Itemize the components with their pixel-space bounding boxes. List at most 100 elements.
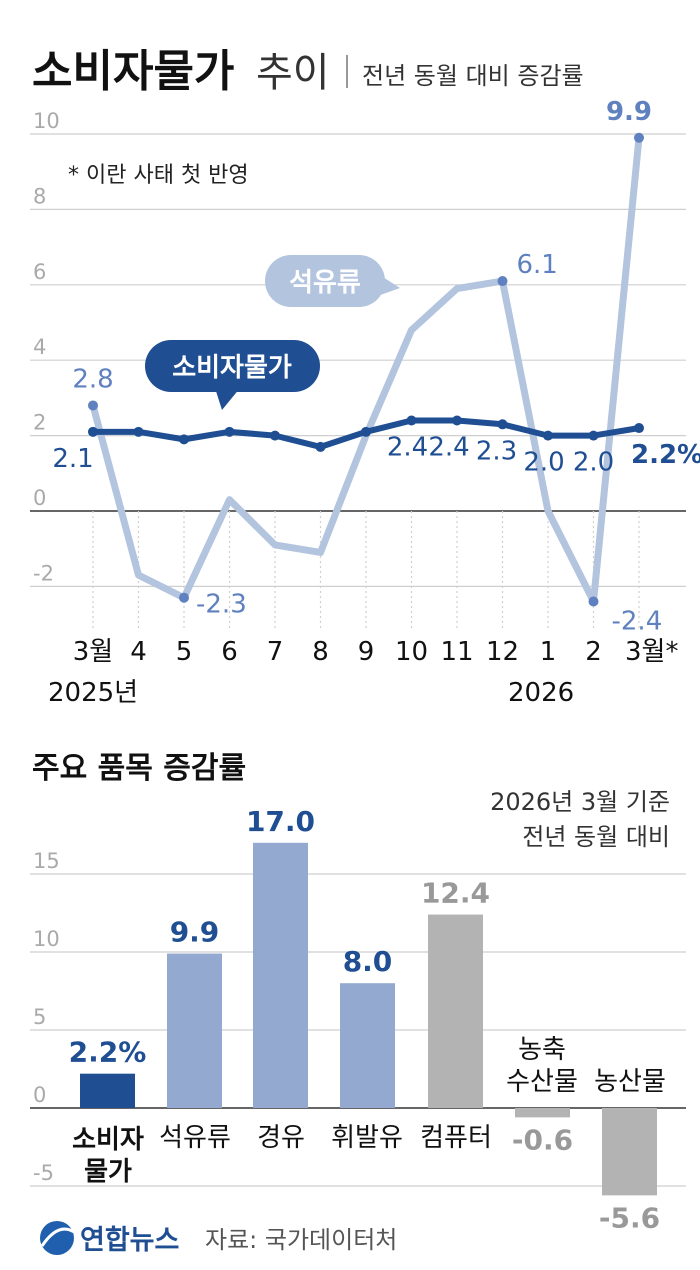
- cpi-point: [315, 441, 326, 452]
- bar: [428, 914, 483, 1108]
- bar-value-label: 12.4: [421, 877, 490, 910]
- line-x-tick-label: 6: [221, 637, 238, 667]
- line-chart-y-ticks: -2 0 2 4 6 8 10: [33, 109, 60, 585]
- logo-swoosh: [40, 1227, 75, 1247]
- bar-category-label: 물가: [84, 1157, 132, 1187]
- point-label-oil: 6.1: [517, 250, 558, 280]
- line-x-tick-label: 9: [358, 637, 375, 667]
- line-y-tick-label: 2: [33, 411, 46, 435]
- point-label-oil: 9.9: [606, 97, 652, 127]
- cpi-point: [224, 426, 235, 437]
- footer: 연합뉴스 자료: 국가데이터처: [40, 1221, 397, 1256]
- logo-globe-icon: [40, 1221, 74, 1255]
- line-x-tick-label: 3월*: [625, 637, 678, 667]
- bar-value-label: 8.0: [343, 945, 393, 978]
- line-x-tick-label: 3월: [73, 637, 113, 667]
- legend-cpi: 소비자물가: [145, 340, 320, 410]
- bar-category-label: 석유류: [159, 1123, 231, 1153]
- bar-y-tick-label: 0: [33, 1083, 46, 1107]
- legend-oil-pointer: [372, 270, 400, 298]
- point-label-oil: -2.4: [612, 606, 663, 636]
- page-title-light: 추이: [256, 50, 330, 96]
- line-y-tick-label: 8: [33, 184, 46, 208]
- line-x-tick-label: 7: [267, 637, 284, 667]
- cpi-point: [179, 434, 189, 445]
- cpi-point: [406, 415, 417, 426]
- cpi-point: [588, 430, 599, 441]
- bar: [80, 1073, 135, 1108]
- bar-category-label: 휘발유: [331, 1123, 403, 1153]
- point-label-cpi: 2.1: [52, 444, 93, 474]
- bar-chart-note-line-2: 전년 동월 대비: [522, 823, 670, 851]
- legend-cpi-bubble: [145, 340, 320, 392]
- line-x-tick-label: 8: [312, 637, 329, 667]
- point-label-oil: 2.8: [72, 364, 113, 394]
- point-label-cpi: 2.3: [476, 436, 517, 466]
- line-chart-series: [88, 132, 644, 607]
- oil-point: [588, 596, 599, 607]
- header: 소비자물가 추이 전년 동월 대비 증감률 * 이란 사태 첫 반영: [32, 46, 584, 188]
- bar-value-label: 2.2%: [69, 1036, 147, 1069]
- bar-category-label: 소비자: [72, 1125, 144, 1155]
- bar-category-label: 농산물: [594, 1067, 666, 1097]
- cpi-point: [88, 426, 98, 437]
- yonhap-logo: 연합뉴스: [40, 1221, 179, 1256]
- legend-oil: 석유류: [265, 255, 400, 307]
- oil-point: [497, 276, 508, 287]
- cpi-point: [497, 419, 508, 430]
- cpi-point: [133, 426, 144, 437]
- line-x-tick-label: 5: [176, 637, 193, 667]
- bar-value-label: -0.6: [512, 1123, 573, 1156]
- line-chart-point-labels: 2.8-2.36.1-2.49.92.1 2.4 2.4 2.3 2.0 2.0 2.2%: [52, 97, 700, 637]
- bar-chart-y-ticks: -5 0 5 10 15: [33, 849, 60, 1185]
- bar-value-label: 9.9: [170, 916, 220, 949]
- chart-note: * 이란 사태 첫 반영: [68, 163, 249, 188]
- bar: [602, 1108, 657, 1196]
- line-y-tick-label: -2: [33, 561, 54, 585]
- legend-oil-bubble: [265, 255, 385, 307]
- line-x-tick-label: 4: [130, 637, 147, 667]
- bar: [253, 842, 308, 1108]
- bar-y-tick-label: 15: [33, 849, 60, 873]
- line-x-tick-label: 2: [585, 637, 602, 667]
- bar-value-label: -5.6: [599, 1201, 660, 1234]
- line-y-tick-label: 0: [33, 486, 46, 510]
- point-label-cpi: 2.2%: [631, 440, 700, 470]
- legend-cpi-label: 소비자물가: [172, 353, 292, 383]
- bar-category-label: 경유: [257, 1123, 305, 1153]
- line-y-tick-label: 10: [33, 109, 60, 133]
- point-label-cpi: 2.4: [428, 433, 469, 463]
- bar-y-tick-label: 10: [33, 927, 60, 951]
- oil-point: [88, 400, 98, 411]
- point-label-cpi: 2.0: [523, 448, 564, 478]
- bar-chart-bars: [80, 842, 657, 1196]
- bar: [340, 983, 395, 1108]
- oil-point: [179, 592, 189, 603]
- legend-cpi-pointer: [215, 388, 240, 410]
- bar-chart-title: 주요 품목 증감률: [32, 751, 246, 786]
- chart-subtitle: 전년 동월 대비 증감률: [362, 62, 584, 90]
- legend-oil-label: 석유류: [289, 268, 361, 298]
- line-chart-grid: [30, 133, 686, 628]
- title-divider: [346, 55, 348, 88]
- line-x-tick-label: 1: [540, 637, 557, 667]
- point-label-cpi: 2.4: [387, 433, 428, 463]
- bar: [515, 1108, 570, 1118]
- point-label-cpi: 2.0: [573, 448, 614, 478]
- bar-y-tick-label: 5: [33, 1005, 46, 1029]
- line-chart-x-ticks: 3월 4 5 6 7 8 9 10 11 12 1 2 3월*: [73, 637, 679, 667]
- point-label-oil: -2.3: [196, 590, 247, 620]
- page-title-bold: 소비자물가: [32, 46, 234, 97]
- bar-value-label: 17.0: [246, 805, 315, 838]
- line-x-tick-label: 12: [486, 637, 519, 667]
- bar-category-label: 수산물: [506, 1067, 578, 1097]
- bar-chart-note-line-1: 2026년 3월 기준: [490, 788, 670, 816]
- bar: [167, 953, 222, 1108]
- logo-text: 연합뉴스: [80, 1225, 179, 1256]
- oil-point: [634, 132, 644, 143]
- cpi-point: [543, 430, 553, 441]
- line-x-tick-label: 11: [440, 637, 473, 667]
- cpi-point: [361, 426, 371, 437]
